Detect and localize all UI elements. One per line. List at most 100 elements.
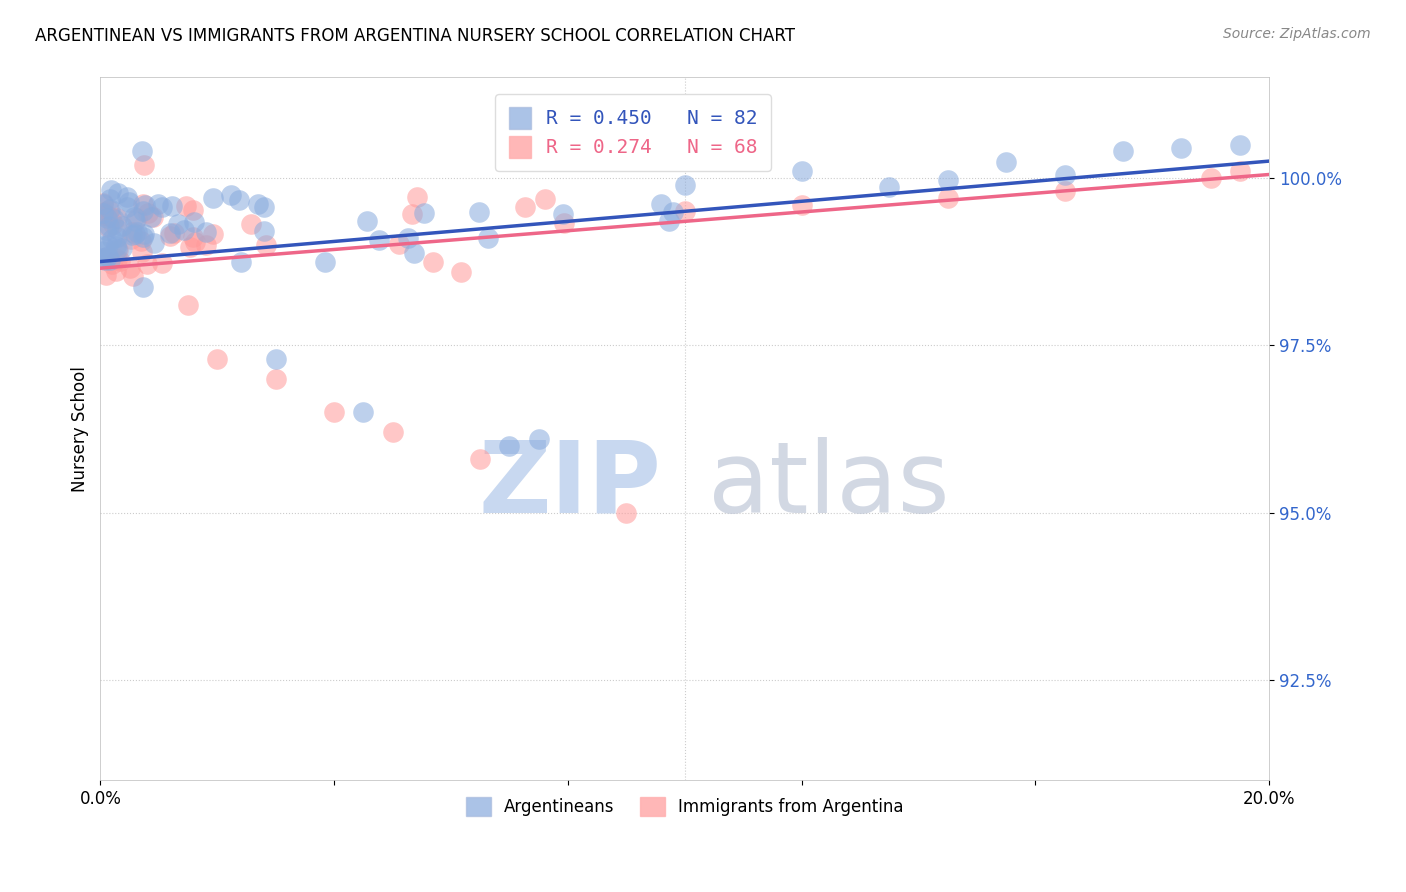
Point xyxy=(264,351,287,366)
Point xyxy=(228,194,250,208)
Point xyxy=(111,219,134,234)
Point xyxy=(323,405,346,419)
Point xyxy=(254,237,277,252)
Point xyxy=(94,252,117,267)
Point xyxy=(98,202,121,216)
Point xyxy=(132,204,155,219)
Point xyxy=(202,227,225,242)
Point xyxy=(1053,168,1076,182)
Point xyxy=(118,261,141,276)
Point xyxy=(98,192,121,206)
Point xyxy=(614,506,637,520)
Point xyxy=(91,251,114,265)
Point xyxy=(381,425,404,440)
Point xyxy=(314,255,336,269)
Point xyxy=(253,224,276,238)
Point xyxy=(132,197,155,211)
Point xyxy=(127,225,149,239)
Point xyxy=(1199,170,1222,185)
Y-axis label: Nursery School: Nursery School xyxy=(72,366,89,491)
Point xyxy=(240,217,263,231)
Point xyxy=(131,244,153,259)
Point xyxy=(658,214,681,228)
Point xyxy=(1170,141,1192,155)
Point xyxy=(195,237,218,252)
Point xyxy=(91,239,114,253)
Point xyxy=(179,240,201,254)
Point xyxy=(229,254,252,268)
Point xyxy=(513,200,536,214)
Point xyxy=(177,298,200,312)
Point xyxy=(401,207,423,221)
Point xyxy=(183,214,205,228)
Point xyxy=(105,230,128,244)
Point xyxy=(122,268,145,283)
Point xyxy=(131,144,153,158)
Point xyxy=(142,211,165,225)
Point xyxy=(367,234,389,248)
Text: atlas: atlas xyxy=(709,436,949,533)
Point xyxy=(422,255,444,269)
Point xyxy=(117,200,139,214)
Point xyxy=(477,231,499,245)
Point xyxy=(356,214,378,228)
Point xyxy=(103,211,125,226)
Point xyxy=(91,244,114,259)
Point xyxy=(105,263,128,277)
Point xyxy=(125,211,148,226)
Point xyxy=(673,204,696,219)
Point xyxy=(100,257,122,271)
Legend: Argentineans, Immigrants from Argentina: Argentineans, Immigrants from Argentina xyxy=(457,789,912,825)
Point xyxy=(97,238,120,252)
Point xyxy=(134,158,156,172)
Point xyxy=(396,231,419,245)
Point xyxy=(111,241,134,255)
Point xyxy=(115,190,138,204)
Point xyxy=(264,372,287,386)
Point xyxy=(105,239,128,253)
Point xyxy=(150,200,173,214)
Point xyxy=(131,235,153,249)
Point xyxy=(122,210,145,224)
Point xyxy=(194,225,217,239)
Point xyxy=(221,187,243,202)
Point xyxy=(100,232,122,246)
Point xyxy=(97,202,120,217)
Point xyxy=(790,197,813,211)
Point xyxy=(139,211,162,225)
Point xyxy=(406,190,429,204)
Point xyxy=(107,252,129,266)
Point xyxy=(134,198,156,212)
Point xyxy=(118,194,141,209)
Point xyxy=(388,236,411,251)
Point xyxy=(183,235,205,249)
Point xyxy=(498,439,520,453)
Point xyxy=(93,205,115,219)
Text: ZIP: ZIP xyxy=(478,436,661,533)
Point xyxy=(534,192,557,206)
Point xyxy=(173,222,195,236)
Point xyxy=(183,203,205,218)
Point xyxy=(450,265,472,279)
Point xyxy=(97,249,120,263)
Point xyxy=(100,211,122,225)
Point xyxy=(135,257,157,271)
Point xyxy=(166,217,188,231)
Point xyxy=(100,183,122,197)
Point xyxy=(936,173,959,187)
Point xyxy=(527,432,550,446)
Point xyxy=(98,219,121,234)
Point xyxy=(124,213,146,227)
Point xyxy=(132,280,155,294)
Point xyxy=(413,205,436,219)
Point xyxy=(936,191,959,205)
Point xyxy=(105,211,128,226)
Point xyxy=(468,205,491,219)
Point xyxy=(93,208,115,222)
Point xyxy=(246,196,269,211)
Point xyxy=(121,225,143,239)
Point xyxy=(174,199,197,213)
Point xyxy=(1229,164,1251,178)
Point xyxy=(96,211,118,225)
Point xyxy=(101,217,124,231)
